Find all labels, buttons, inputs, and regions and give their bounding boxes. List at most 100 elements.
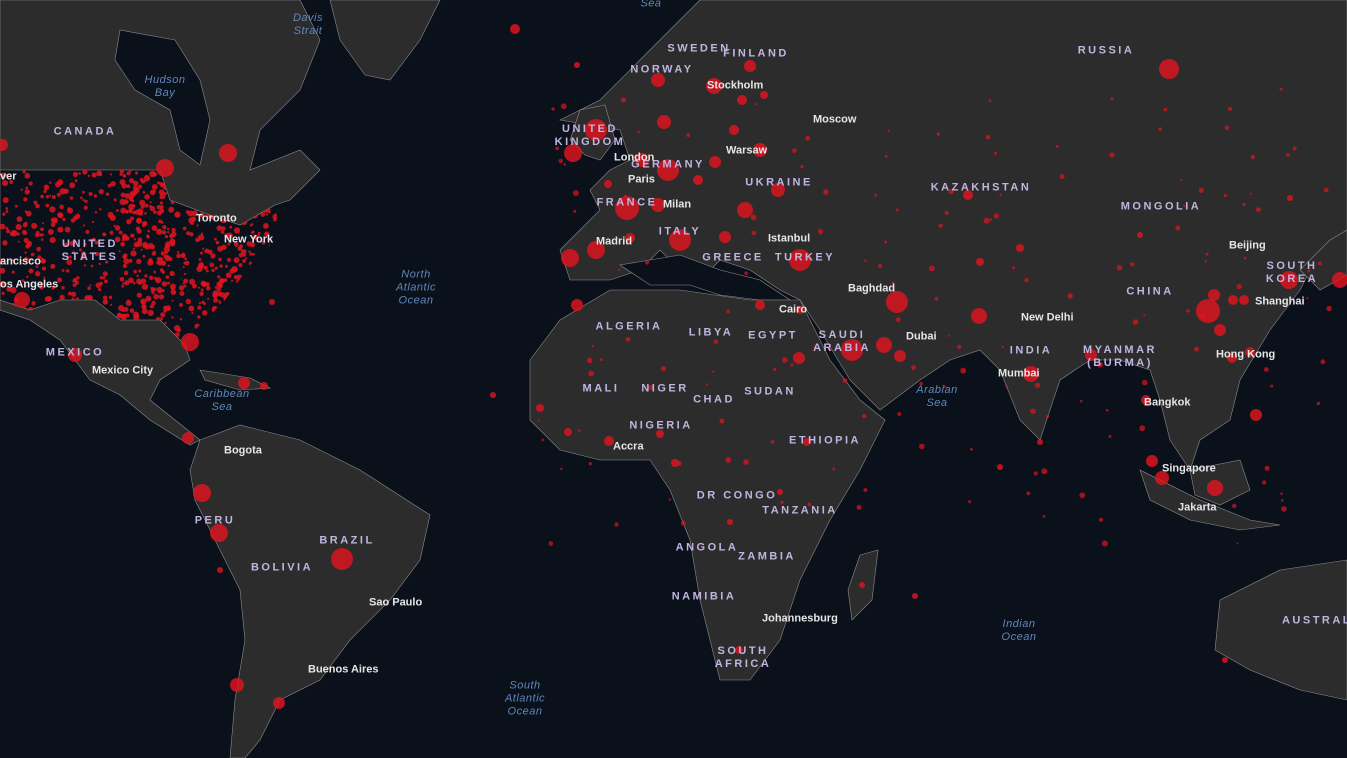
case-bubble[interactable] [1085,349,1097,361]
case-bubble[interactable] [561,249,579,267]
case-bubble[interactable] [842,378,848,383]
case-bubble[interactable] [789,249,811,271]
case-bubble[interactable] [560,467,563,471]
case-bubble[interactable] [193,484,211,502]
case-bubble[interactable] [1250,154,1255,160]
case-bubble[interactable] [750,214,757,221]
case-bubble[interactable] [772,367,777,372]
case-bubble[interactable] [210,524,228,542]
case-bubble[interactable] [886,291,908,313]
case-bubble[interactable] [993,213,999,219]
case-bubble[interactable] [1245,347,1255,357]
case-bubble[interactable] [537,419,540,422]
case-bubble[interactable] [813,346,817,350]
case-bubble[interactable] [884,155,888,158]
case-bubble[interactable] [729,125,739,135]
case-bubble[interactable] [876,337,892,353]
case-bubble[interactable] [988,99,992,102]
case-bubble[interactable] [1108,435,1112,438]
case-bubble[interactable] [1307,269,1311,273]
case-bubble[interactable] [919,381,923,386]
case-bubble[interactable] [989,218,993,222]
case-bubble[interactable] [1005,384,1009,388]
case-bubble[interactable] [585,119,607,141]
case-bubble[interactable] [1101,540,1108,547]
case-bubble[interactable] [560,103,567,110]
case-bubble[interactable] [1186,309,1190,313]
case-bubble[interactable] [919,443,925,450]
case-bubble[interactable] [911,365,916,370]
case-bubble[interactable] [635,153,649,167]
case-bubble[interactable] [1228,295,1238,305]
case-bubble[interactable] [1207,480,1223,496]
case-bubble[interactable] [1243,256,1247,260]
case-bubble[interactable] [260,382,268,390]
case-bubble[interactable] [564,428,572,436]
case-bubble[interactable] [891,281,895,285]
case-bubble[interactable] [859,582,865,588]
case-bubble[interactable] [573,209,577,213]
case-bubble[interactable] [1224,125,1230,130]
case-bubble[interactable] [1159,59,1179,79]
case-bubble[interactable] [660,365,667,372]
case-bubble[interactable] [600,358,603,362]
case-bubble[interactable] [217,567,223,573]
case-bubble[interactable] [912,593,918,599]
case-bubble[interactable] [1034,382,1041,389]
case-bubble[interactable] [0,139,8,151]
case-bubble[interactable] [588,370,594,377]
case-bubble[interactable] [1316,401,1321,406]
case-bubble[interactable] [637,130,640,134]
case-bubble[interactable] [1033,471,1038,476]
case-bubble[interactable] [1208,289,1220,301]
case-bubble[interactable] [181,333,199,351]
case-bubble[interactable] [1287,195,1293,201]
case-bubble[interactable] [551,107,555,111]
case-bubble[interactable] [651,198,665,212]
case-bubble[interactable] [864,259,867,262]
case-bubble[interactable] [657,159,679,181]
case-bubble[interactable] [1306,297,1309,300]
case-bubble[interactable] [1137,232,1143,238]
case-bubble[interactable] [983,217,990,224]
case-bubble[interactable] [645,260,650,265]
case-bubble[interactable] [1255,207,1261,213]
case-bubble[interactable] [680,520,686,526]
case-bubble[interactable] [841,339,863,361]
case-bubble[interactable] [960,367,967,374]
case-bubble[interactable] [14,292,30,308]
case-bubble[interactable] [760,91,768,99]
case-bubble[interactable] [1196,299,1220,323]
case-bubble[interactable] [648,385,654,391]
case-bubble[interactable] [796,306,804,314]
case-bubble[interactable] [985,134,991,140]
case-bubble[interactable] [1223,193,1227,198]
case-bubble[interactable] [948,188,954,195]
case-bubble[interactable] [753,143,767,157]
case-bubble[interactable] [938,223,943,228]
case-bubble[interactable] [807,502,812,507]
case-bubble[interactable] [671,459,679,467]
case-bubble[interactable] [1236,542,1239,545]
case-bubble[interactable] [727,519,733,525]
case-bubble[interactable] [711,370,715,373]
case-bubble[interactable] [1116,264,1123,271]
case-bubble[interactable] [676,461,682,466]
case-bubble[interactable] [1105,408,1109,412]
case-bubble[interactable] [1098,517,1104,522]
case-bubble[interactable] [1199,313,1206,319]
case-bubble[interactable] [936,132,941,136]
case-bubble[interactable] [563,163,567,166]
case-bubble[interactable] [572,190,579,197]
case-bubble[interactable] [1141,379,1148,386]
case-bubble[interactable] [693,175,703,185]
case-bubble[interactable] [780,500,784,505]
case-bubble[interactable] [706,78,722,94]
case-bubble[interactable] [1045,414,1050,419]
case-bubble[interactable] [156,159,174,177]
case-bubble[interactable] [861,413,867,419]
case-bubble[interactable] [1001,345,1004,349]
case-bubble[interactable] [1205,252,1209,256]
case-bubble[interactable] [574,62,580,68]
